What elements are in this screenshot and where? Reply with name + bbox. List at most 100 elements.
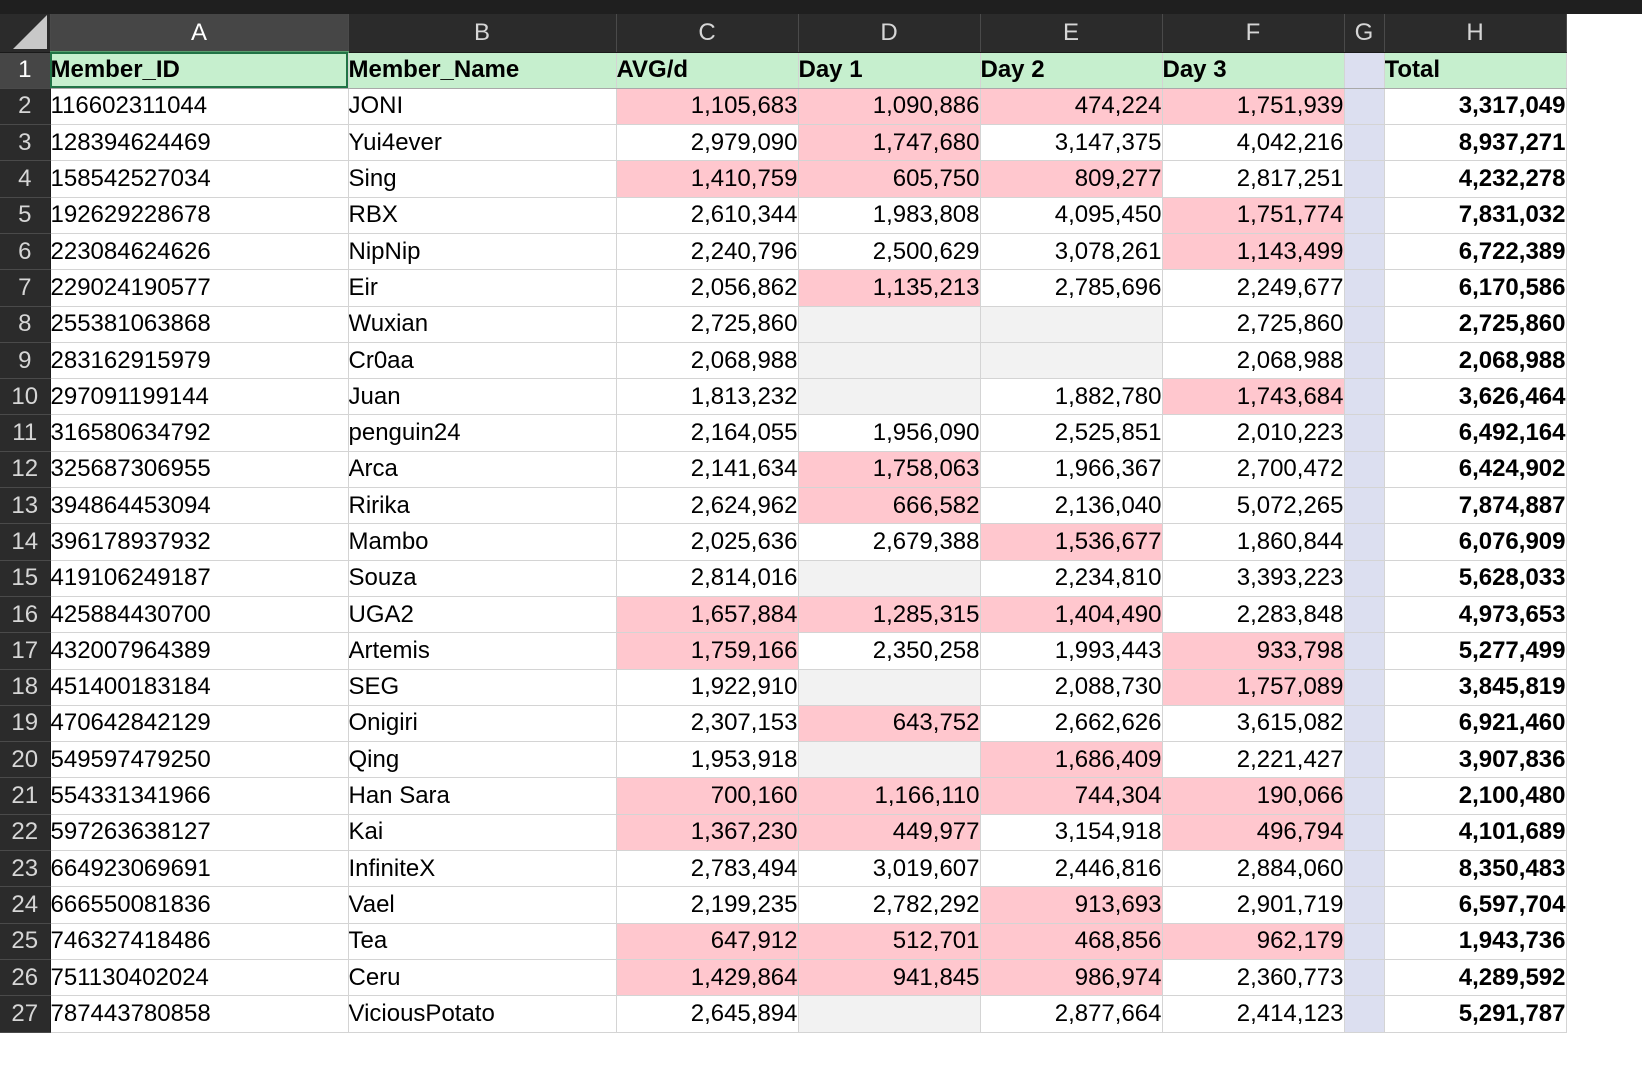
- cell-day3[interactable]: 2,901,719: [1162, 886, 1345, 924]
- row-number[interactable]: 2: [0, 88, 51, 126]
- cell-member-name[interactable]: Onigiri: [348, 705, 617, 743]
- cell-day1[interactable]: [798, 995, 981, 1033]
- row-number[interactable]: 22: [0, 814, 51, 852]
- cell-day3[interactable]: 2,817,251: [1162, 160, 1345, 198]
- cell-day3[interactable]: 496,794: [1162, 814, 1345, 852]
- cell-member-name[interactable]: Wuxian: [348, 306, 617, 343]
- row-number[interactable]: 26: [0, 959, 51, 997]
- cell-g[interactable]: [1344, 741, 1385, 779]
- cell-day1[interactable]: [798, 342, 981, 380]
- cell-g[interactable]: [1344, 886, 1385, 924]
- cell-day3[interactable]: 190,066: [1162, 777, 1345, 815]
- row-number[interactable]: 17: [0, 632, 51, 670]
- cell-member-id[interactable]: 597263638127: [50, 814, 349, 852]
- cell-member-name[interactable]: Tea: [348, 923, 617, 960]
- cell-member-id[interactable]: 297091199144: [50, 378, 349, 416]
- cell-day3[interactable]: 2,725,860: [1162, 306, 1345, 343]
- cell-day1[interactable]: 2,350,258: [798, 632, 981, 670]
- cell-g[interactable]: [1344, 414, 1385, 452]
- cell-g[interactable]: [1344, 88, 1385, 126]
- column-header-e[interactable]: E: [980, 14, 1163, 53]
- column-header-b[interactable]: B: [348, 14, 617, 53]
- cell-avg[interactable]: 1,105,683: [616, 88, 799, 126]
- cell-total[interactable]: 3,907,836: [1384, 741, 1567, 779]
- cell-g[interactable]: [1344, 487, 1385, 525]
- cell-day1[interactable]: 1,758,063: [798, 451, 981, 489]
- cell-member-name[interactable]: Qing: [348, 741, 617, 779]
- cell-day1[interactable]: 2,500,629: [798, 233, 981, 271]
- cell-avg[interactable]: 1,953,918: [616, 741, 799, 779]
- cell-member-name[interactable]: Cr0aa: [348, 342, 617, 380]
- cell-day1[interactable]: [798, 306, 981, 343]
- cell-avg[interactable]: 1,657,884: [616, 596, 799, 634]
- cell-avg-header[interactable]: AVG/d: [616, 52, 799, 89]
- cell-day2[interactable]: 809,277: [980, 160, 1163, 198]
- cell-g[interactable]: [1344, 160, 1385, 198]
- cell-total[interactable]: 8,350,483: [1384, 850, 1567, 888]
- cell-day2[interactable]: 1,536,677: [980, 523, 1163, 561]
- cell-g[interactable]: [1344, 995, 1385, 1033]
- cell-day1[interactable]: [798, 741, 981, 779]
- cell-member-name[interactable]: penguin24: [348, 414, 617, 452]
- cell-day3[interactable]: 1,860,844: [1162, 523, 1345, 561]
- cell-member-id[interactable]: 394864453094: [50, 487, 349, 525]
- cell-total[interactable]: 5,291,787: [1384, 995, 1567, 1033]
- cell-total[interactable]: 6,424,902: [1384, 451, 1567, 489]
- cell-avg[interactable]: 2,645,894: [616, 995, 799, 1033]
- cell-total[interactable]: 1,943,736: [1384, 923, 1567, 960]
- cell-member-id[interactable]: 549597479250: [50, 741, 349, 779]
- cell-member-name[interactable]: SEG: [348, 669, 617, 706]
- cell-day2[interactable]: [980, 342, 1163, 380]
- cell-avg[interactable]: 2,979,090: [616, 124, 799, 162]
- row-number[interactable]: 14: [0, 523, 51, 561]
- cell-day2[interactable]: 4,095,450: [980, 197, 1163, 234]
- cell-avg[interactable]: 2,068,988: [616, 342, 799, 380]
- cell-member-id[interactable]: 432007964389: [50, 632, 349, 670]
- cell-total[interactable]: 5,628,033: [1384, 560, 1567, 597]
- cell-total[interactable]: 3,626,464: [1384, 378, 1567, 416]
- cell-total[interactable]: 6,492,164: [1384, 414, 1567, 452]
- cell-day3[interactable]: 933,798: [1162, 632, 1345, 670]
- cell-day1[interactable]: 1,090,886: [798, 88, 981, 126]
- cell-avg[interactable]: 2,725,860: [616, 306, 799, 343]
- cell-g[interactable]: [1344, 669, 1385, 706]
- cell-day1[interactable]: 1,135,213: [798, 269, 981, 307]
- row-number[interactable]: 20: [0, 741, 51, 779]
- cell-member-name[interactable]: NipNip: [348, 233, 617, 271]
- cell-g[interactable]: [1344, 197, 1385, 234]
- cell-member-name[interactable]: Mambo: [348, 523, 617, 561]
- cell-avg[interactable]: 2,056,862: [616, 269, 799, 307]
- cell-avg[interactable]: 2,624,962: [616, 487, 799, 525]
- cell-day3[interactable]: 2,700,472: [1162, 451, 1345, 489]
- cell-member-name[interactable]: Souza: [348, 560, 617, 597]
- cell-avg[interactable]: 1,410,759: [616, 160, 799, 198]
- cell-day2[interactable]: 3,147,375: [980, 124, 1163, 162]
- cell-day2[interactable]: 2,136,040: [980, 487, 1163, 525]
- cell-total[interactable]: 7,874,887: [1384, 487, 1567, 525]
- cell-day1[interactable]: 1,166,110: [798, 777, 981, 815]
- cell-member-id[interactable]: 787443780858: [50, 995, 349, 1033]
- cell-member-id[interactable]: 128394624469: [50, 124, 349, 162]
- cell-day2[interactable]: 913,693: [980, 886, 1163, 924]
- cell-day2[interactable]: 2,525,851: [980, 414, 1163, 452]
- cell-total[interactable]: 4,232,278: [1384, 160, 1567, 198]
- cell-day3[interactable]: 3,615,082: [1162, 705, 1345, 743]
- cell-g[interactable]: [1344, 959, 1385, 997]
- cell-g[interactable]: [1344, 632, 1385, 670]
- cell-day2[interactable]: 3,078,261: [980, 233, 1163, 271]
- cell-avg[interactable]: 1,429,864: [616, 959, 799, 997]
- cell-avg[interactable]: 700,160: [616, 777, 799, 815]
- cell-avg[interactable]: 2,783,494: [616, 850, 799, 888]
- cell-member-name[interactable]: Vael: [348, 886, 617, 924]
- column-header-h[interactable]: H: [1384, 14, 1567, 53]
- cell-avg[interactable]: 2,025,636: [616, 523, 799, 561]
- row-number[interactable]: 24: [0, 886, 51, 924]
- cell-member-id[interactable]: 325687306955: [50, 451, 349, 489]
- cell-total[interactable]: 8,937,271: [1384, 124, 1567, 162]
- cell-member-id[interactable]: 664923069691: [50, 850, 349, 888]
- select-all-button[interactable]: [0, 14, 51, 53]
- cell-member-id[interactable]: 470642842129: [50, 705, 349, 743]
- cell-g[interactable]: [1344, 378, 1385, 416]
- cell-member-id[interactable]: 223084624626: [50, 233, 349, 271]
- cell-member-id[interactable]: 192629228678: [50, 197, 349, 234]
